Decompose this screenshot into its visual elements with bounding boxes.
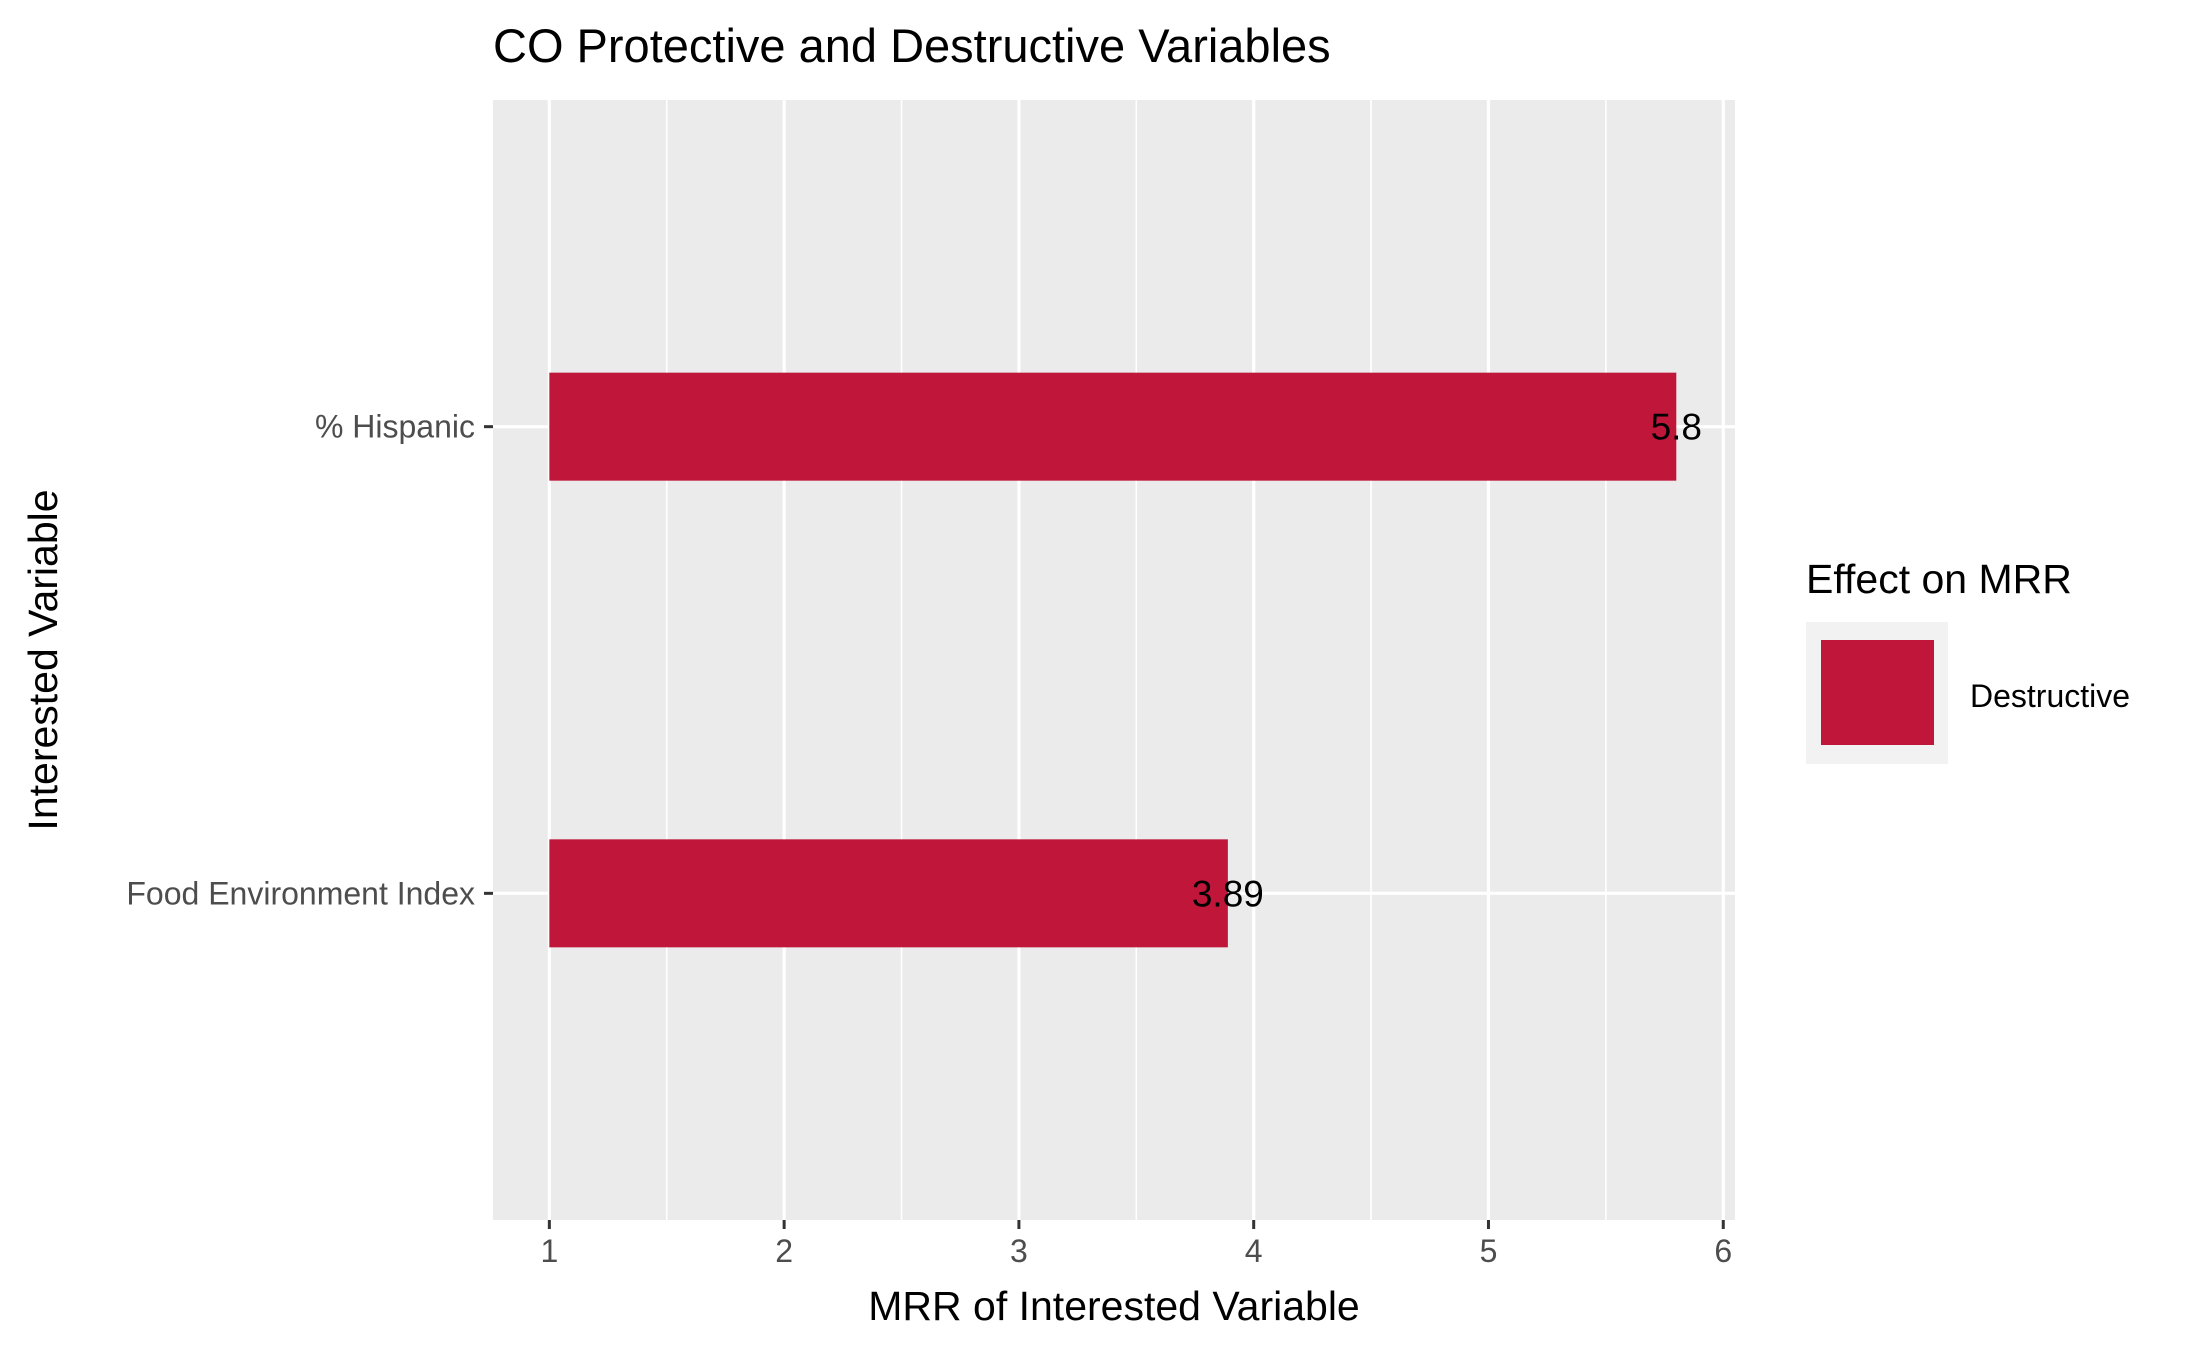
chart-title: CO Protective and Destructive Variables [493, 19, 1331, 72]
x-tick-label: 1 [540, 1233, 558, 1269]
data-label: 3.89 [1192, 873, 1264, 914]
x-tick-label: 2 [775, 1233, 793, 1269]
bar [549, 839, 1228, 948]
x-axis-title: MRR of Interested Variable [868, 1283, 1359, 1329]
x-tick-label: 5 [1480, 1233, 1498, 1269]
plot-panel [493, 100, 1735, 1220]
x-axis: 1 2 3 4 5 6 [540, 1220, 1732, 1269]
grid-minor [665, 100, 1607, 1220]
data-label: 5.8 [1651, 407, 1702, 448]
y-axis: % Hispanic Food Environment Index [126, 409, 493, 911]
x-tick-label: 6 [1714, 1233, 1732, 1269]
bars [549, 372, 1677, 948]
legend-title: Effect on MRR [1806, 556, 2072, 602]
legend-label-destructive: Destructive [1970, 678, 2130, 714]
bar [549, 372, 1677, 481]
x-tick-label: 4 [1245, 1233, 1263, 1269]
legend: Effect on MRR Destructive [1806, 556, 2130, 764]
y-tick-label: Food Environment Index [126, 875, 475, 911]
y-tick-label: % Hispanic [315, 409, 475, 445]
legend-key-destructive [1821, 640, 1934, 745]
y-axis-title: Interested Variable [20, 489, 66, 830]
x-tick-label: 3 [1010, 1233, 1028, 1269]
value-labels: 5.8 3.89 [1192, 407, 1702, 915]
